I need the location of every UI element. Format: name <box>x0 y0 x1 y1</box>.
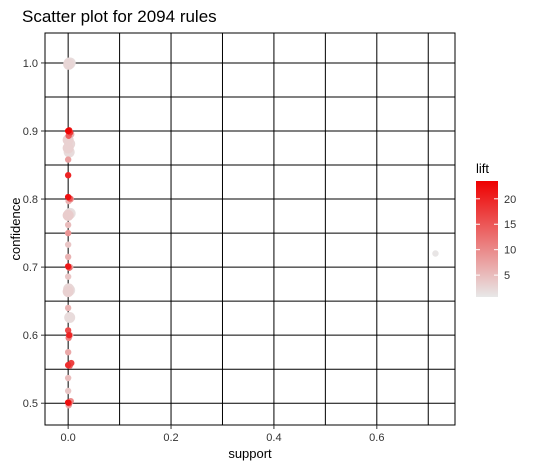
data-point <box>65 194 71 200</box>
data-point <box>65 388 71 394</box>
data-point <box>65 349 71 355</box>
legend-title: lift <box>476 161 489 176</box>
legend-tick-label: 20 <box>504 194 516 206</box>
data-point <box>65 156 71 162</box>
data-point <box>63 143 74 154</box>
y-tick-label: 0.5 <box>23 398 38 410</box>
x-tick-label: 0.0 <box>61 432 76 444</box>
x-axis: 0.0 0.2 0.4 0.6 <box>61 425 385 444</box>
data-point <box>65 230 71 236</box>
data-point <box>432 250 438 256</box>
data-point <box>66 332 72 338</box>
data-point <box>63 59 74 70</box>
data-point <box>65 399 71 405</box>
x-tick-label: 0.4 <box>266 432 281 444</box>
data-point <box>65 241 71 247</box>
data-point <box>65 362 71 368</box>
chart-title: Scatter plot for 2094 rules <box>22 7 217 26</box>
y-tick-label: 1.0 <box>23 58 38 70</box>
data-point <box>65 273 71 279</box>
data-point <box>65 128 71 134</box>
data-point <box>65 375 71 381</box>
x-axis-label: support <box>228 446 272 461</box>
x-tick-label: 0.2 <box>163 432 178 444</box>
data-point <box>65 254 71 260</box>
data-point <box>64 312 75 323</box>
data-point <box>63 286 74 297</box>
plot-area <box>45 33 455 425</box>
y-tick-label: 0.8 <box>23 194 38 206</box>
y-axis-label: confidence <box>8 198 23 261</box>
legend-tick-label: 10 <box>504 245 516 257</box>
data-point <box>65 222 71 228</box>
data-point <box>63 210 74 221</box>
data-point <box>65 172 71 178</box>
legend-tick-label: 15 <box>504 219 516 231</box>
y-tick-label: 0.7 <box>23 262 38 274</box>
color-legend: lift 5 10 15 20 <box>476 161 516 297</box>
legend-tick-label: 5 <box>504 270 510 282</box>
plot-panel <box>45 33 455 425</box>
x-tick-label: 0.6 <box>369 432 384 444</box>
data-point <box>65 263 71 269</box>
y-tick-label: 0.9 <box>23 126 38 138</box>
y-axis: 0.5 0.6 0.7 0.8 0.9 1.0 <box>23 58 45 410</box>
data-point <box>65 305 71 311</box>
y-tick-label: 0.6 <box>23 330 38 342</box>
